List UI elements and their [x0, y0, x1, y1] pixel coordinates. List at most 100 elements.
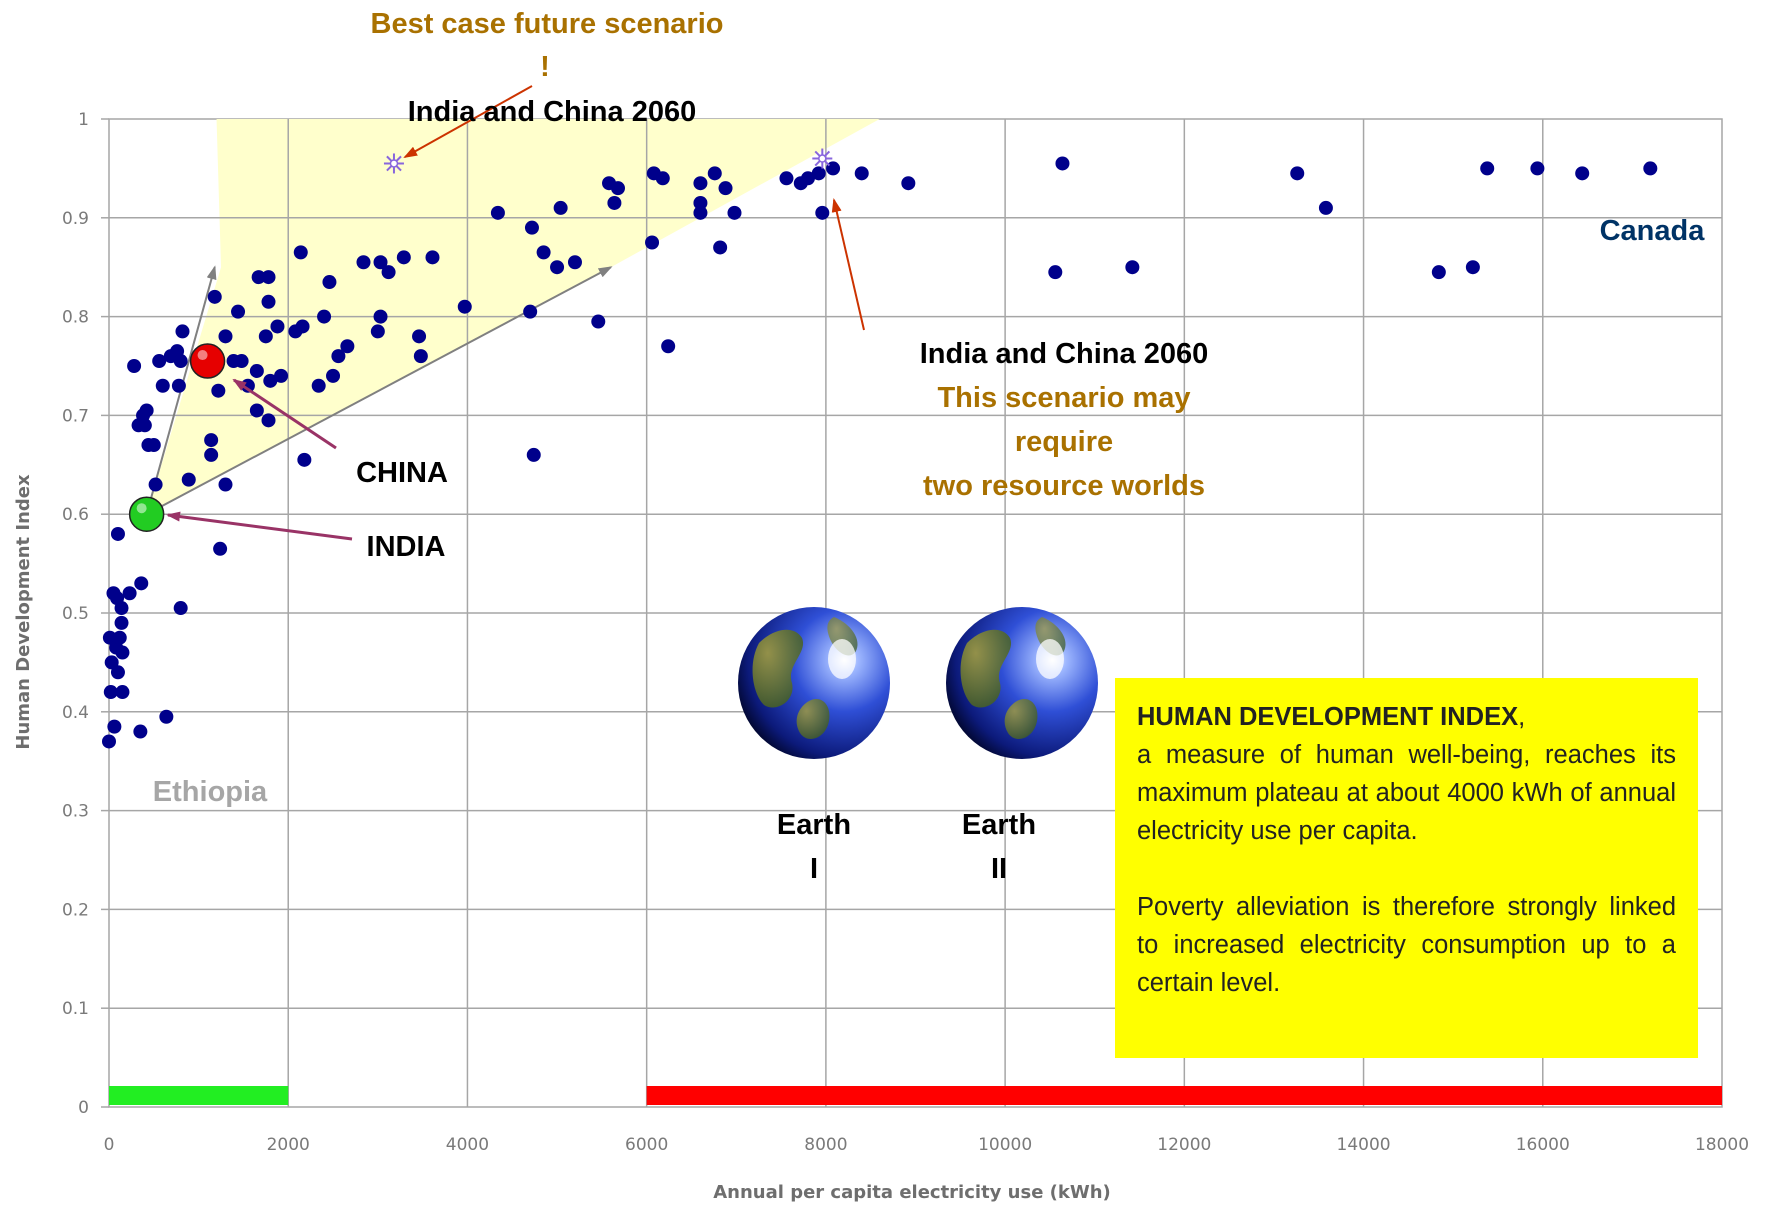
- data-point: [204, 433, 219, 448]
- data-point: [396, 250, 411, 265]
- scenario-star-point: [383, 153, 404, 174]
- star-center: [818, 154, 827, 163]
- data-point: [567, 255, 582, 270]
- data-point: [171, 378, 186, 393]
- data-point: [1290, 166, 1305, 181]
- india-arrow: [166, 511, 353, 541]
- note-paragraph-1: HUMAN DEVELOPMENT INDEX, a measure of hum…: [1137, 698, 1676, 850]
- y-tick-label: 0.2: [62, 900, 89, 920]
- china-marker: [189, 343, 226, 379]
- data-point: [693, 176, 708, 191]
- x-tick-label: 4000: [446, 1135, 489, 1155]
- data-point: [811, 166, 826, 181]
- earth-i-label-bottom: I: [810, 853, 818, 885]
- china-arrow: [232, 378, 337, 450]
- earth-i-label-top: Earth: [777, 809, 851, 841]
- india-label: INDIA: [367, 531, 446, 563]
- data-point: [523, 304, 538, 319]
- data-point: [261, 294, 276, 309]
- data-point: [1055, 156, 1070, 171]
- note-paragraph-2: Poverty alleviation is therefore strongl…: [1137, 893, 1676, 997]
- data-point: [175, 324, 190, 339]
- data-point: [693, 205, 708, 220]
- data-point: [1530, 161, 1545, 176]
- data-point: [1431, 265, 1446, 280]
- y-tick-label: 0.5: [62, 604, 89, 624]
- y-tick-label: 0.9: [62, 209, 89, 229]
- data-point: [263, 373, 278, 388]
- data-point: [249, 363, 264, 378]
- data-point: [297, 452, 312, 467]
- data-point: [249, 403, 264, 418]
- data-point: [1125, 260, 1140, 275]
- data-point: [1643, 161, 1658, 176]
- note-heading-suffix: ,: [1518, 703, 1526, 731]
- data-point: [127, 359, 142, 373]
- scenario-points: [383, 148, 833, 174]
- data-point: [137, 418, 152, 433]
- data-point: [524, 220, 539, 235]
- data-point: [854, 166, 869, 181]
- marker-highlight: [197, 350, 208, 361]
- data-point: [381, 265, 396, 280]
- data-point: [311, 378, 326, 393]
- data-point: [550, 260, 565, 275]
- data-point: [413, 349, 428, 364]
- data-point: [901, 176, 916, 191]
- data-point: [1048, 265, 1063, 280]
- data-point: [139, 403, 154, 418]
- data-point: [181, 472, 196, 487]
- range-bar: [109, 1086, 289, 1105]
- data-point: [727, 205, 742, 220]
- data-point: [114, 601, 129, 616]
- y-axis-ticks: 0 0.1 0.2 0.3 0.4 0.5 0.6 0.7 0.8 0.9 1: [62, 110, 109, 1118]
- x-tick-label: 16000: [1516, 1135, 1570, 1155]
- data-point: [293, 245, 308, 260]
- y-tick-label: 0.8: [62, 308, 89, 328]
- data-point: [134, 576, 149, 591]
- data-point: [207, 289, 222, 304]
- data-point: [718, 181, 733, 196]
- earth-ii-globe-icon: [946, 607, 1098, 759]
- data-point: [122, 586, 137, 601]
- data-point: [322, 275, 337, 290]
- data-point: [152, 354, 167, 369]
- data-point: [553, 200, 568, 215]
- marker-highlight: [136, 503, 147, 514]
- data-point: [610, 181, 625, 196]
- data-point: [661, 339, 676, 354]
- data-point: [115, 685, 130, 700]
- data-point: [490, 205, 505, 220]
- data-point: [295, 319, 310, 334]
- data-point: [102, 734, 116, 749]
- range-bar: [646, 1086, 1722, 1105]
- india-china-2060-right-label: India and China 2060: [920, 338, 1208, 370]
- data-point: [425, 250, 440, 265]
- data-point: [211, 383, 226, 398]
- data-point: [261, 270, 276, 285]
- x-tick-label: 18000: [1695, 1135, 1749, 1155]
- scenario-line-1: This scenario may: [937, 382, 1190, 414]
- y-tick-label: 0.3: [62, 802, 89, 822]
- data-point: [110, 526, 125, 541]
- data-point: [213, 541, 228, 556]
- earth-i-globe-icon: [738, 607, 890, 759]
- data-point: [607, 195, 622, 210]
- data-point: [1318, 200, 1333, 215]
- x-tick-label: 6000: [625, 1135, 668, 1155]
- data-point: [779, 171, 794, 186]
- china-label: CHINA: [356, 457, 448, 489]
- scenario-line-2: require: [1015, 426, 1113, 458]
- data-point: [173, 601, 188, 616]
- data-point: [591, 314, 606, 329]
- india-china-2060-top-label: India and China 2060: [408, 96, 696, 128]
- data-point: [148, 477, 163, 492]
- data-point: [457, 299, 472, 314]
- y-tick-label: 0: [78, 1098, 89, 1118]
- data-point: [251, 270, 266, 285]
- data-point: [1480, 161, 1495, 176]
- data-point: [693, 195, 708, 210]
- data-point: [112, 630, 127, 645]
- y-tick-label: 0.6: [62, 505, 89, 525]
